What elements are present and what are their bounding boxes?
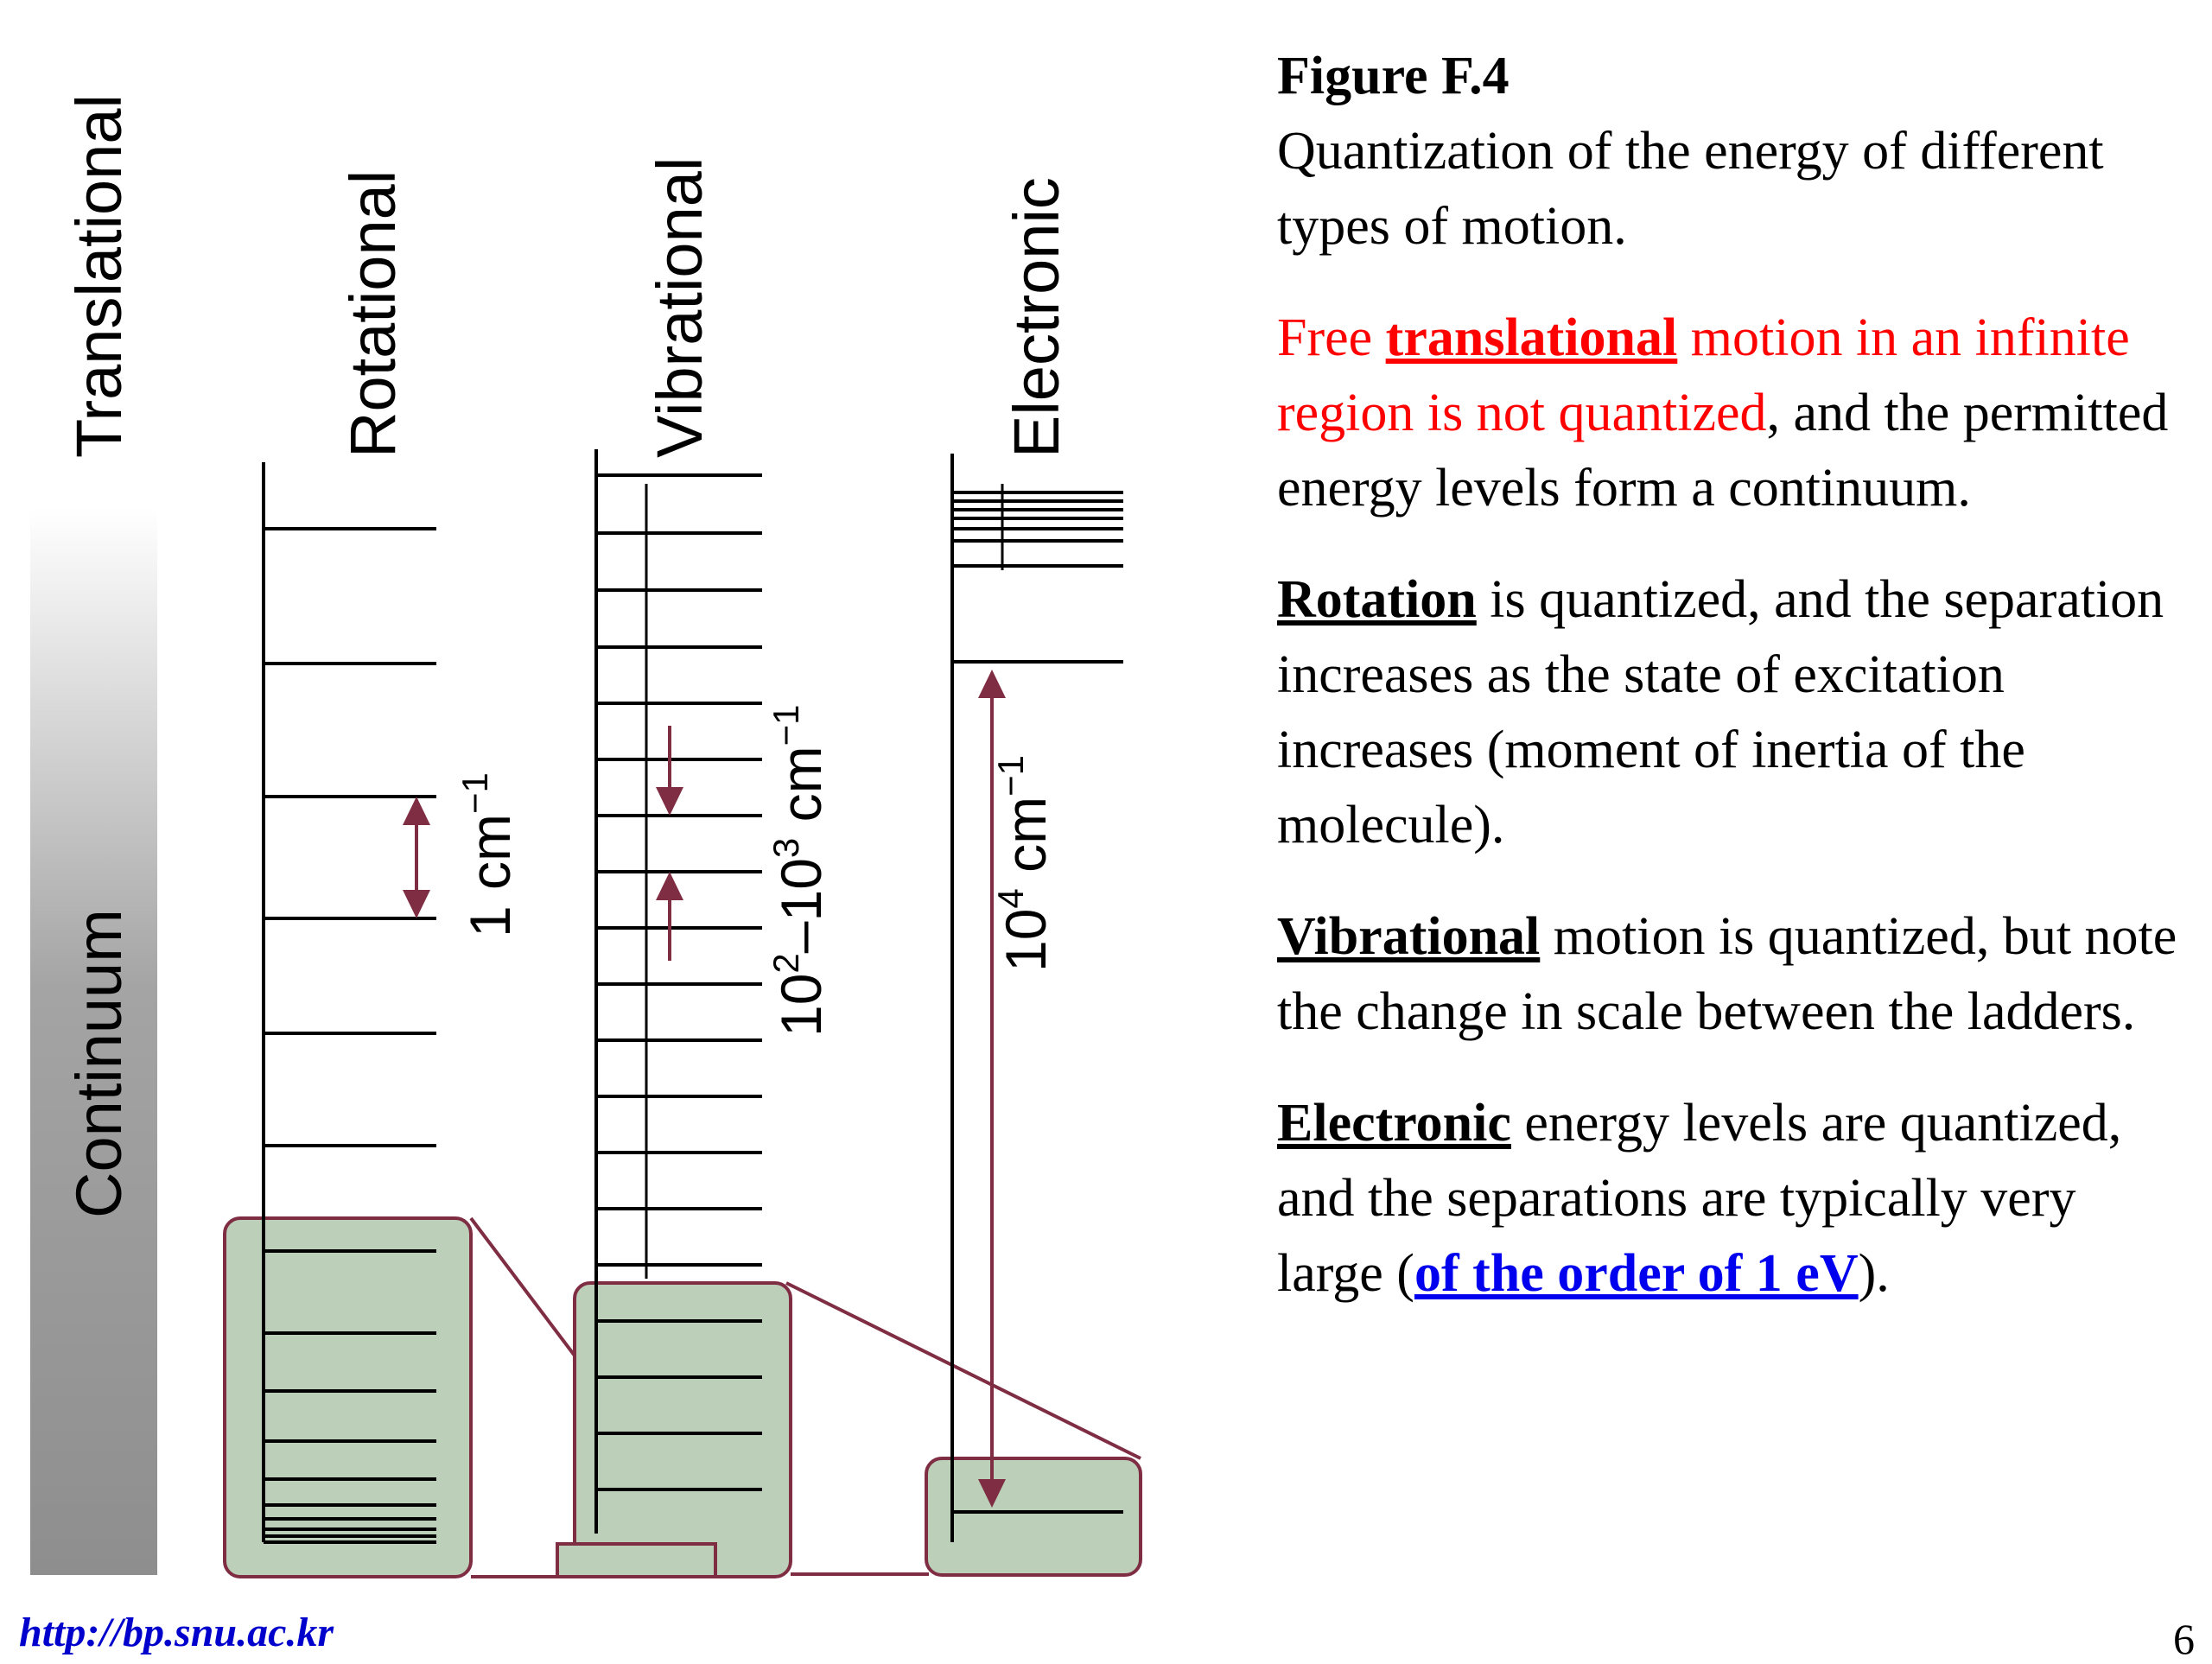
electronic-separation-label: 104 cm−1 bbox=[990, 755, 1058, 972]
caption-heading: Figure F.4 Quantization of the energy of… bbox=[1277, 39, 2193, 264]
electronic-zoom-box bbox=[925, 1457, 1142, 1577]
footer-url-link[interactable]: http://bp.snu.ac.kr bbox=[19, 1610, 334, 1655]
rotational-separation-label: 1 cm−1 bbox=[454, 772, 522, 937]
vibrational-separation-arrows bbox=[656, 726, 683, 961]
vibrational-ladder bbox=[594, 449, 762, 1534]
vibrational-zoom-tab bbox=[556, 1542, 717, 1578]
order-of-1ev-link[interactable]: of the order of 1 eV bbox=[1414, 1244, 1859, 1303]
rotational-ladder bbox=[262, 462, 436, 1544]
vibrational-separation-label: 102–103 cm−1 bbox=[766, 705, 833, 1037]
continuum-label: Continuum bbox=[63, 909, 135, 1218]
electronic-text: energy levels are quantized, and the sep… bbox=[1277, 1094, 2122, 1303]
figure-title: Figure F.4 bbox=[1277, 47, 1510, 105]
continuum-bar bbox=[30, 508, 157, 1575]
vibrational-zoom-box bbox=[573, 1281, 792, 1578]
rotation-text: is quantized, and the separation increas… bbox=[1277, 570, 2164, 854]
rotational-label: Rotational bbox=[337, 170, 409, 458]
electronic-label: Electronic bbox=[1001, 177, 1072, 458]
page-number: 6 bbox=[2173, 1615, 2195, 1663]
figure-caption: Figure F.4 Quantization of the energy of… bbox=[1277, 39, 2193, 1348]
rotational-zoom-box bbox=[223, 1216, 473, 1578]
vibrational-text: motion is quantized, but note the change… bbox=[1277, 907, 2177, 1041]
energy-ladder-diagram: Continuum Translational Rotational bbox=[30, 94, 1142, 1578]
electronic-end-text: ). bbox=[1858, 1244, 1890, 1303]
translational-free-text: Free bbox=[1277, 308, 1386, 367]
caption-rotation: Rotation is quantized, and the separatio… bbox=[1277, 562, 2193, 863]
figure-intro: Quantization of the energy of different … bbox=[1277, 122, 2104, 256]
electronic-separation-arrow bbox=[978, 670, 1006, 1508]
vibrational-label: Vibrational bbox=[644, 157, 715, 458]
caption-electronic: Electronic energy levels are quantized, … bbox=[1277, 1086, 2193, 1312]
caption-vibrational: Vibrational motion is quantized, but not… bbox=[1277, 899, 2193, 1050]
vibrational-keyword: Vibrational bbox=[1277, 907, 1541, 966]
translational-red-text: motion in an infinite region is not quan… bbox=[1277, 308, 2130, 442]
translational-label: Translational bbox=[63, 94, 135, 458]
electronic-ladder bbox=[950, 454, 1123, 1542]
rotational-separation-arrow bbox=[403, 797, 430, 918]
caption-translational: Free translational motion in an infinite… bbox=[1277, 301, 2193, 526]
rotation-keyword: Rotation bbox=[1277, 570, 1477, 629]
translational-keyword: translational bbox=[1385, 308, 1678, 367]
electronic-keyword: Electronic bbox=[1277, 1094, 1511, 1153]
translational-rest-text: , and the permitted energy levels form a… bbox=[1277, 384, 2169, 518]
